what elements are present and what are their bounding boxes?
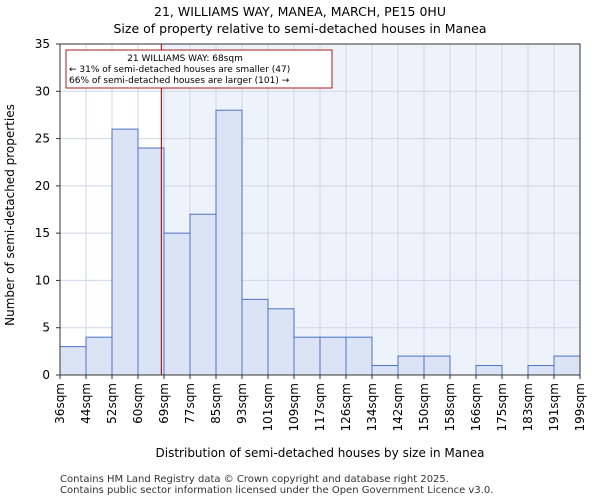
histogram-bar bbox=[189, 213, 217, 376]
annotation-line-2: ← 31% of semi-detached houses are smalle… bbox=[69, 65, 290, 75]
histogram-bar bbox=[137, 147, 165, 376]
histogram-bar bbox=[475, 365, 503, 376]
x-tick-label: 109sqm bbox=[287, 383, 301, 431]
annotation-line-3: 66% of semi-detached houses are larger (… bbox=[69, 76, 290, 86]
chart-title: 21, WILLIAMS WAY, MANEA, MARCH, PE15 0HU bbox=[154, 4, 446, 19]
histogram-bar bbox=[371, 365, 399, 376]
y-tick-label: 10 bbox=[35, 273, 50, 287]
x-tick-label: 101sqm bbox=[261, 383, 275, 431]
x-tick-label: 150sqm bbox=[417, 383, 431, 431]
footer-line-2: Contains public sector information licen… bbox=[60, 485, 494, 496]
histogram-bar bbox=[423, 355, 451, 376]
y-tick-label: 25 bbox=[35, 132, 50, 146]
x-tick-label: 199sqm bbox=[573, 383, 587, 431]
annotation-line-1: 21 WILLIAMS WAY: 68sqm bbox=[127, 54, 243, 64]
x-tick-label: 158sqm bbox=[443, 383, 457, 431]
histogram-bar bbox=[267, 308, 295, 376]
y-tick-label: 0 bbox=[42, 368, 50, 382]
x-axis-label: Distribution of semi-detached houses by … bbox=[156, 446, 485, 460]
histogram-bar bbox=[85, 336, 113, 376]
x-tick-label: 93sqm bbox=[235, 383, 249, 424]
x-tick-label: 52sqm bbox=[105, 383, 119, 424]
histogram-bar bbox=[215, 109, 243, 376]
x-tick-label: 175sqm bbox=[495, 383, 509, 431]
histogram-bar bbox=[59, 346, 87, 376]
x-tick-label: 36sqm bbox=[53, 383, 67, 424]
footer-line-1: Contains HM Land Registry data © Crown c… bbox=[60, 474, 449, 485]
x-tick-label: 85sqm bbox=[209, 383, 223, 424]
histogram-bar bbox=[293, 336, 321, 376]
x-tick-label: 142sqm bbox=[391, 383, 405, 431]
x-tick-label: 134sqm bbox=[365, 383, 379, 431]
histogram-bar bbox=[241, 298, 269, 376]
chart-subtitle: Size of property relative to semi-detach… bbox=[113, 21, 487, 36]
y-tick-label: 30 bbox=[35, 84, 50, 98]
x-tick-label: 183sqm bbox=[521, 383, 535, 431]
x-tick-label: 60sqm bbox=[131, 383, 145, 424]
histogram-bar bbox=[319, 336, 347, 376]
x-tick-label: 191sqm bbox=[547, 383, 561, 431]
x-tick-label: 117sqm bbox=[313, 383, 327, 431]
x-tick-label: 126sqm bbox=[339, 383, 353, 431]
y-tick-label: 15 bbox=[35, 226, 50, 240]
x-tick-label: 166sqm bbox=[469, 383, 483, 431]
y-tick-label: 5 bbox=[42, 321, 50, 335]
x-tick-label: 44sqm bbox=[79, 383, 93, 424]
y-axis-label: Number of semi-detached properties bbox=[3, 104, 17, 326]
histogram-bar bbox=[553, 355, 581, 376]
histogram-bar bbox=[111, 128, 139, 376]
histogram-bar bbox=[163, 232, 191, 376]
x-tick-label: 69sqm bbox=[157, 383, 171, 424]
x-tick-label: 77sqm bbox=[183, 383, 197, 424]
y-tick-label: 20 bbox=[35, 179, 50, 193]
histogram-bar bbox=[527, 365, 555, 376]
histogram-bar bbox=[397, 355, 425, 376]
histogram-bar bbox=[345, 336, 373, 376]
annotation-box: 21 WILLIAMS WAY: 68sqm ← 31% of semi-det… bbox=[65, 49, 333, 89]
y-tick-label: 35 bbox=[35, 37, 50, 51]
